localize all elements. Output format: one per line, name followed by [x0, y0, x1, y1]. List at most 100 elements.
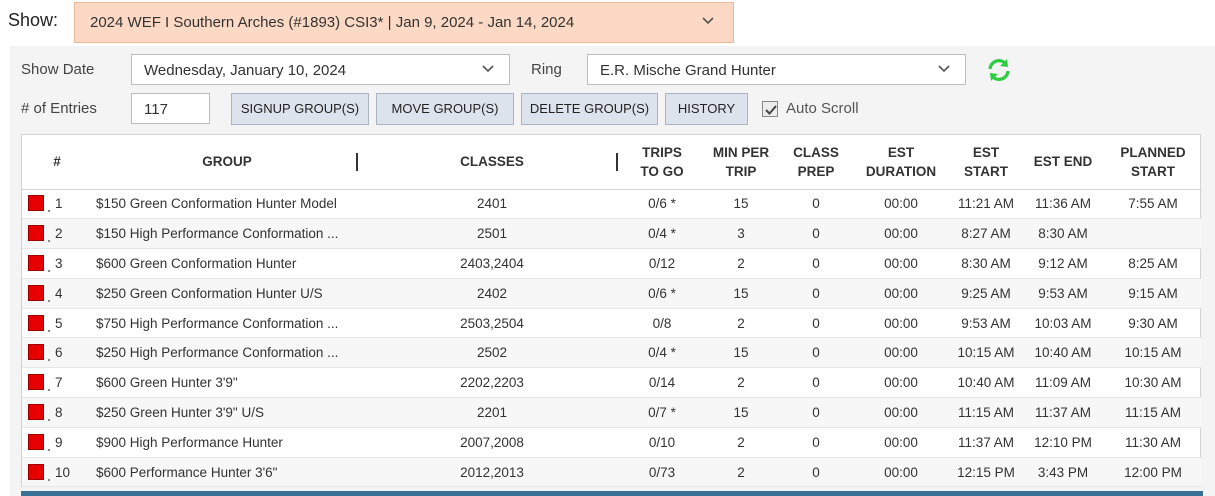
min-cell: 2 — [702, 427, 780, 458]
dur-cell: 00:00 — [852, 189, 950, 220]
col-group-header[interactable]: GROUP — [92, 135, 362, 190]
end-cell: 8:30 AM — [1022, 218, 1104, 250]
show-select[interactable]: 2024 WEF I Southern Arches (#1893) CSI3*… — [74, 2, 734, 43]
planned-cell: 12:00 PM — [1104, 457, 1202, 488]
group-name-cell: $750 High Performance Conformation ... — [92, 308, 362, 339]
trips-cell: 0/10 — [622, 427, 702, 458]
col-end-header[interactable]: EST END — [1022, 135, 1104, 190]
auto-scroll-checkbox[interactable] — [762, 101, 778, 117]
min-cell: 15 — [702, 278, 780, 309]
drag-handle-icon[interactable] — [48, 418, 50, 421]
prep-cell: 0 — [780, 189, 852, 220]
signup-groups-button[interactable]: SIGNUP GROUP(S) — [231, 93, 369, 125]
min-cell: 2 — [702, 308, 780, 339]
drag-handle-icon[interactable] — [48, 299, 50, 302]
chevron-down-icon — [481, 61, 495, 79]
col-start-header[interactable]: EST START — [950, 135, 1022, 190]
col-trips-header[interactable]: TRIPS TO GO — [622, 135, 702, 190]
drag-handle-icon[interactable] — [48, 389, 50, 392]
refresh-icon[interactable] — [986, 57, 1012, 83]
row-number-cell: 10 — [22, 457, 92, 488]
col-classes-header[interactable]: CLASSES — [362, 135, 622, 190]
planned-cell: 11:15 AM — [1104, 397, 1202, 428]
start-cell: 9:53 AM — [950, 308, 1022, 339]
end-cell: 11:36 AM — [1022, 189, 1104, 220]
table-row[interactable]: 10 $600 Performance Hunter 3'6" 2012,2013 0… — [22, 457, 1202, 488]
min-cell: 2 — [702, 248, 780, 279]
dur-cell: 00:00 — [852, 457, 950, 488]
check-icon — [765, 105, 777, 115]
chevron-down-icon — [701, 13, 715, 31]
table-row[interactable]: 2 $150 High Performance Conformation ... 2… — [22, 218, 1202, 250]
trips-cell: 0/6 * — [622, 278, 702, 309]
trips-cell: 0/14 — [622, 367, 702, 399]
trips-cell: 0/4 * — [622, 218, 702, 250]
prep-cell: 0 — [780, 427, 852, 458]
column-resize-handle[interactable] — [356, 153, 358, 171]
planned-cell: 9:30 AM — [1104, 308, 1202, 339]
move-groups-button[interactable]: MOVE GROUP(S) — [376, 93, 514, 125]
group-name-cell: $600 Performance Hunter 3'6" — [92, 457, 362, 488]
drag-handle-icon[interactable] — [48, 210, 50, 213]
prep-cell: 0 — [780, 337, 852, 369]
start-cell: 11:15 AM — [950, 397, 1022, 428]
dur-cell: 00:00 — [852, 397, 950, 428]
col-planned-header[interactable]: PLANNED START — [1104, 135, 1202, 190]
entries-count: 117 — [131, 93, 210, 124]
dur-cell: 00:00 — [852, 248, 950, 279]
column-resize-handle[interactable] — [616, 153, 618, 171]
end-cell: 10:40 AM — [1022, 337, 1104, 369]
drag-handle-icon[interactable] — [48, 329, 50, 332]
classes-cell: 2503,2504 — [362, 308, 622, 339]
trips-cell: 0/7 * — [622, 397, 702, 428]
trips-cell: 0/12 — [622, 248, 702, 279]
table-row[interactable]: 5 $750 High Performance Conformation ... 2… — [22, 308, 1202, 339]
table-row[interactable]: 4 $250 Green Conformation Hunter U/S 2402 0… — [22, 278, 1202, 309]
trips-cell: 0/8 — [622, 308, 702, 339]
group-name-cell: $150 Green Conformation Hunter Model — [92, 189, 362, 220]
bottom-bar — [21, 491, 1203, 496]
table-row[interactable]: 6 $250 High Performance Conformation ... 2… — [22, 337, 1202, 369]
status-square — [28, 225, 44, 242]
min-cell: 15 — [702, 337, 780, 369]
classes-cell: 2401 — [362, 189, 622, 220]
trips-cell: 0/6 * — [622, 189, 702, 220]
min-cell: 2 — [702, 457, 780, 488]
start-cell: 8:27 AM — [950, 218, 1022, 250]
min-cell: 2 — [702, 367, 780, 399]
table-row[interactable]: 7 $600 Green Hunter 3'9" 2202,2203 0/14 2 0 00… — [22, 367, 1202, 399]
history-button[interactable]: HISTORY — [665, 93, 748, 125]
show-date-select[interactable]: Wednesday, January 10, 2024 — [131, 54, 510, 85]
auto-scroll-label: Auto Scroll — [786, 100, 859, 117]
planned-cell: 9:15 AM — [1104, 278, 1202, 309]
col-min-header[interactable]: MIN PER TRIP — [702, 135, 780, 190]
group-name-cell: $600 Green Hunter 3'9" — [92, 367, 362, 399]
classes-cell: 2012,2013 — [362, 457, 622, 488]
row-number-cell: 9 — [22, 427, 92, 458]
planned-cell: 7:55 AM — [1104, 189, 1202, 220]
delete-groups-button[interactable]: DELETE GROUP(S) — [521, 93, 658, 125]
table-row[interactable]: 3 $600 Green Conformation Hunter 2403,2404… — [22, 248, 1202, 279]
prep-cell: 0 — [780, 397, 852, 428]
drag-handle-icon[interactable] — [48, 448, 50, 451]
ring-value: E.R. Mische Grand Hunter — [600, 62, 776, 79]
drag-handle-icon[interactable] — [48, 478, 50, 481]
table-row[interactable]: 8 $250 Green Hunter 3'9" U/S 2201 0/7 * 15 0 0… — [22, 397, 1202, 428]
drag-handle-icon[interactable] — [48, 269, 50, 272]
drag-handle-icon[interactable] — [48, 240, 50, 243]
col-duration-header[interactable]: EST DURATION — [852, 135, 950, 190]
min-cell: 15 — [702, 397, 780, 428]
group-name-cell: $150 High Performance Conformation ... — [92, 218, 362, 250]
status-square — [28, 433, 44, 450]
classes-cell: 2402 — [362, 278, 622, 309]
drag-handle-icon[interactable] — [48, 359, 50, 362]
table-row[interactable]: 1 $150 Green Conformation Hunter Model 240… — [22, 189, 1202, 220]
table-row[interactable]: 9 $900 High Performance Hunter 2007,2008 0/… — [22, 427, 1202, 458]
status-square — [28, 254, 44, 271]
row-number-cell: 7 — [22, 367, 92, 399]
planned-cell: 10:15 AM — [1104, 337, 1202, 369]
planned-cell: 8:25 AM — [1104, 248, 1202, 279]
ring-select[interactable]: E.R. Mische Grand Hunter — [587, 54, 966, 85]
col-prep-header[interactable]: CLASS PREP — [780, 135, 852, 190]
col-num-header[interactable]: # — [22, 135, 92, 190]
